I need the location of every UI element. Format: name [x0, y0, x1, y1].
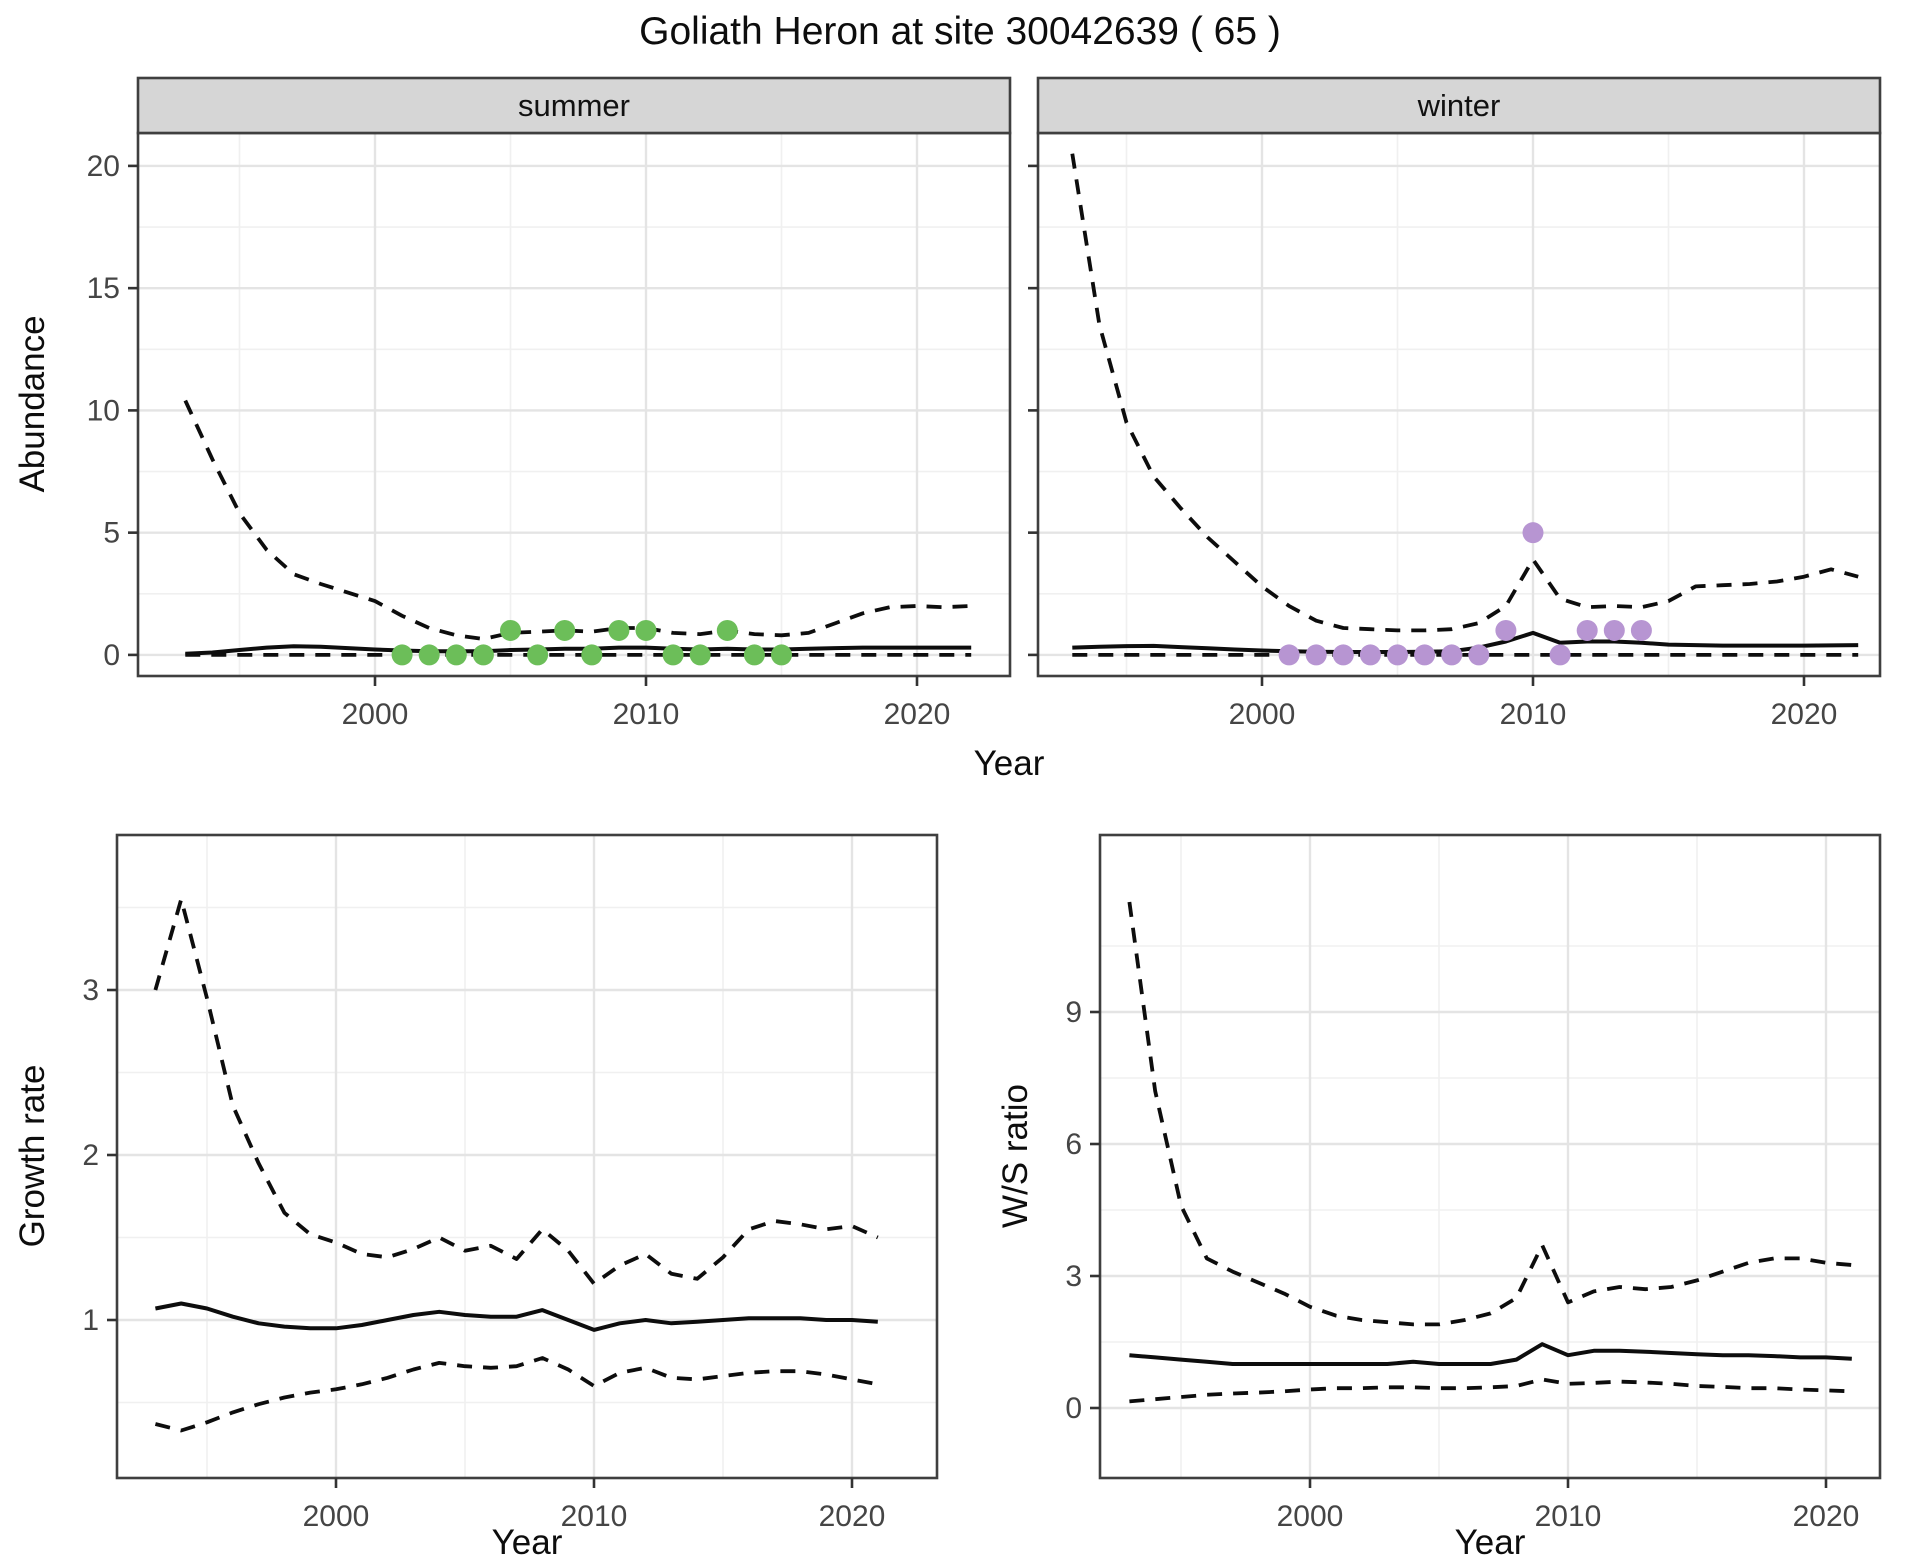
median-fit-line: [185, 644, 972, 656]
panel-abundance-summer: summer 2000 2010 2020 0 5 10 15 20: [87, 76, 1012, 731]
observed-point: [1549, 644, 1571, 666]
y-tick-label: 10: [87, 394, 120, 427]
figure-title: Goliath Heron at site 30042639 ( 65 ): [639, 10, 1281, 53]
gridlines: [117, 835, 937, 1478]
data-marks: [153, 897, 879, 1433]
observed-point: [500, 619, 521, 641]
observed-point: [1522, 522, 1544, 544]
upper-95ci-line: [1070, 153, 1859, 633]
x-tick-label: 2020: [1793, 1500, 1860, 1533]
observed-point: [771, 644, 792, 666]
facet-strip-winter: [1036, 76, 1882, 135]
facet-strip-label: winter: [1417, 88, 1501, 123]
observed-point: [445, 644, 467, 666]
winter-counts: [1278, 522, 1652, 666]
observed-point: [1359, 644, 1381, 666]
panel-border: [1098, 833, 1882, 1480]
summer-counts: [391, 619, 792, 666]
x-tick-label: 2020: [1771, 698, 1838, 731]
panel-border: [115, 833, 939, 1480]
data-marks: [1127, 901, 1852, 1404]
panel-growth-rate: 2000 2010 2020 1 2 3: [82, 833, 939, 1533]
panel-ws-ratio: 2000 2010 2020 0 3 6 9: [1065, 833, 1882, 1533]
data-marks: [1070, 153, 1859, 666]
observed-point: [391, 644, 413, 666]
observed-point: [1576, 619, 1598, 641]
x-axis-title-year-top: Year: [974, 744, 1045, 783]
x-tick-label: 2020: [819, 1500, 886, 1533]
observed-point: [418, 644, 440, 666]
observed-point: [1414, 644, 1436, 666]
y-tick-label: 15: [87, 272, 120, 305]
x-tick-label: 2000: [303, 1500, 370, 1533]
y-tick-label: 2: [82, 1139, 99, 1172]
observed-point: [1495, 619, 1517, 641]
y-tick-label: 6: [1065, 1128, 1082, 1161]
observed-point: [635, 619, 657, 641]
gridlines: [138, 133, 1010, 676]
x-tick-label: 2010: [1500, 698, 1567, 731]
data-marks: [183, 399, 972, 666]
x-tick-label: 2000: [342, 698, 409, 731]
observed-point: [689, 644, 711, 666]
median-fit-line: [1072, 630, 1859, 654]
observed-point: [1278, 644, 1300, 666]
observed-point: [608, 619, 630, 641]
x-tick-label: 2020: [884, 698, 951, 731]
y-tick-label: 9: [1065, 996, 1082, 1029]
y-tick-label: 0: [103, 639, 120, 672]
observed-point: [581, 644, 603, 666]
observed-point: [472, 644, 494, 666]
gridlines: [1100, 835, 1880, 1478]
y-tick-label: 3: [82, 974, 99, 1007]
x-tick-label: 2010: [1535, 1500, 1602, 1533]
median-fit-line: [1129, 1342, 1852, 1366]
x-tick-label: 2010: [561, 1500, 628, 1533]
observed-point: [662, 644, 684, 666]
upper-95ci-line: [1127, 901, 1852, 1327]
y-tick-label: 3: [1065, 1260, 1082, 1293]
panel-background: [117, 835, 937, 1478]
panel-background: [1100, 835, 1880, 1478]
lower-95ci-line: [1129, 1377, 1852, 1404]
y-tick-label: 20: [87, 150, 120, 183]
y-axis-title-growth-rate: Growth rate: [13, 1065, 52, 1248]
y-tick-label: 5: [103, 517, 120, 550]
y-tick-label: 0: [1065, 1392, 1082, 1425]
observed-point: [1332, 644, 1354, 666]
observed-point: [527, 644, 549, 666]
y-tick-label: 1: [82, 1304, 99, 1337]
observed-point: [1305, 644, 1327, 666]
facet-strip-summer: [136, 76, 1012, 135]
x-tick-label: 2000: [1229, 698, 1296, 731]
x-tick-label: 2000: [1277, 1500, 1344, 1533]
observed-point: [716, 619, 738, 641]
observed-point: [743, 644, 765, 666]
gridlines: [1038, 133, 1880, 676]
panel-abundance-winter: winter 2000 2010 2020: [1028, 76, 1882, 731]
x-axis-title-year-ws: Year: [1455, 1523, 1526, 1560]
upper-95ci-line: [183, 399, 972, 641]
median-fit-line: [155, 1301, 878, 1332]
panel-background: [1038, 133, 1880, 676]
panel-background: [138, 133, 1010, 676]
observed-point: [1603, 619, 1625, 641]
observed-point: [1468, 644, 1490, 666]
observed-point: [1630, 619, 1652, 641]
observed-point: [1387, 644, 1408, 666]
y-axis-title-abundance: Abundance: [13, 315, 52, 492]
observed-point: [554, 619, 576, 641]
x-axis-title-year-growth: Year: [492, 1523, 563, 1560]
upper-95ci-line: [153, 897, 879, 1286]
observed-point: [1441, 644, 1463, 666]
y-axis-title-ws-ratio: W/S ratio: [996, 1084, 1035, 1228]
lower-95ci-line: [154, 1356, 879, 1433]
x-tick-label: 2010: [613, 698, 680, 731]
facet-strip-label: summer: [518, 88, 630, 123]
